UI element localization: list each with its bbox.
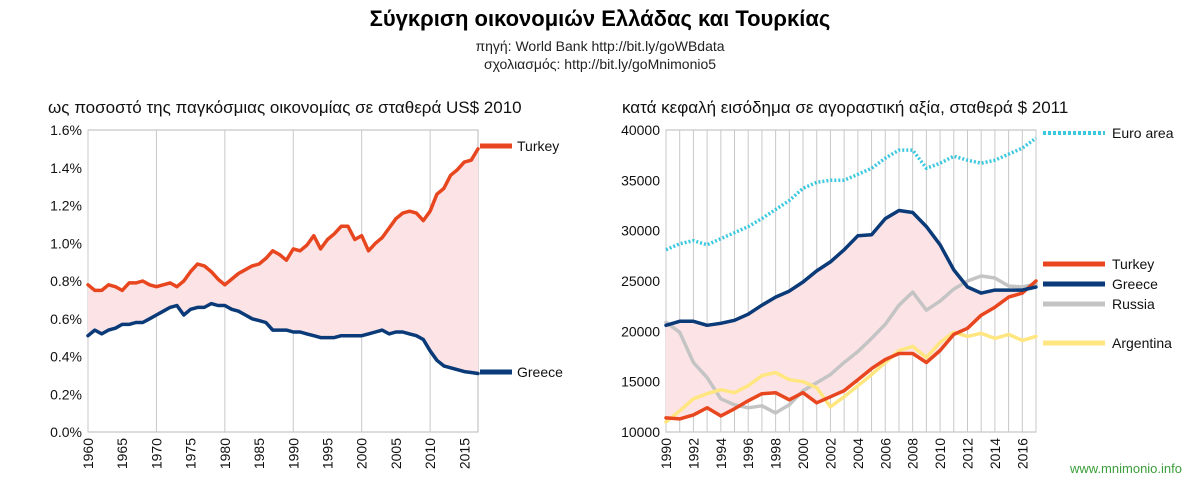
series-line-euro-area <box>665 136 1038 252</box>
x-tick-label: 2002 <box>822 438 838 469</box>
x-tick-label: 2012 <box>959 438 975 469</box>
x-tick-label: 2010 <box>422 438 438 469</box>
y-tick-label: 0.6% <box>50 311 82 327</box>
x-tick-label: 2015 <box>456 438 472 469</box>
y-tick-label: 25000 <box>621 273 660 289</box>
chart-1: 0.0% 0.2% 0.4% 0.6% 0.8% 1.0% 1.2% 1.4% 1.6% 1960… <box>50 122 563 469</box>
x-tick-label: 1985 <box>251 438 267 469</box>
x-tick-label: 1965 <box>114 438 130 469</box>
legend-label-greece: Greece <box>517 364 563 380</box>
gap-fill-area <box>666 210 1036 419</box>
gap-fill-area <box>88 148 478 374</box>
y-tick-label: 30000 <box>621 223 660 239</box>
x-tick-label: 1960 <box>80 438 96 469</box>
y-tick-label: 0.4% <box>50 349 82 365</box>
x-tick-label: 2000 <box>354 438 370 469</box>
x-tick-label: 1970 <box>148 438 164 469</box>
y-tick-label: 15000 <box>621 374 660 390</box>
y-tick-label: 20000 <box>621 323 660 339</box>
x-tick-label: 2016 <box>1014 438 1030 469</box>
right-chart-title: κατά κεφαλή εισόδημα σε αγοραστική αξία,… <box>622 98 1069 117</box>
watermark: www.mnimonio.info <box>1070 461 1182 476</box>
series-line-greece <box>86 301 480 376</box>
y-tick-label: 1.4% <box>50 160 82 176</box>
series-line-russia <box>664 274 1038 415</box>
legend-label-argentina: Argentina <box>1112 335 1172 351</box>
page-title: Σύγκριση οικονομιών Ελλάδας και Τουρκίας <box>369 6 831 31</box>
x-tick-label: 2014 <box>987 438 1003 469</box>
legend-label-turkey: Turkey <box>517 138 559 154</box>
y-tick-label: 40000 <box>621 122 660 138</box>
x-tick-label: 2000 <box>795 438 811 469</box>
left-chart-title: ως ποσοστό της παγκόσμιας οικονομίας σε … <box>48 98 522 117</box>
x-tick-label: 2008 <box>905 438 921 469</box>
x-tick-label: 1990 <box>658 438 674 469</box>
x-tick-label: 2006 <box>877 438 893 469</box>
x-tick-label: 2005 <box>388 438 404 469</box>
legend-label-turkey: Turkey <box>1112 256 1154 272</box>
y-tick-label: 0.0% <box>50 424 82 440</box>
chart-2: 10000 15000 20000 25000 30000 35000 40000 1990 1… <box>621 122 1174 469</box>
x-tick-label: 1995 <box>319 438 335 469</box>
legend-label-euro-area: Euro area <box>1112 125 1174 141</box>
y-tick-label: 0.2% <box>50 386 82 402</box>
x-tick-label: 1998 <box>768 438 784 469</box>
x-tick-label: 1994 <box>713 438 729 469</box>
series-line-turkey <box>86 147 480 293</box>
y-tick-label: 35000 <box>621 172 660 188</box>
x-tick-label: 1975 <box>183 438 199 469</box>
y-tick-label: 1.0% <box>50 235 82 251</box>
series-line-argentina <box>664 330 1038 424</box>
y-tick-label: 10000 <box>621 424 660 440</box>
x-tick-label: 1980 <box>217 438 233 469</box>
y-tick-label: 1.2% <box>50 198 82 214</box>
x-tick-label: 1990 <box>285 438 301 469</box>
x-tick-label: 1992 <box>685 438 701 469</box>
y-tick-label: 1.6% <box>50 122 82 138</box>
x-tick-label: 2004 <box>850 438 866 469</box>
series-line-greece <box>664 208 1038 328</box>
comments-text: σχολιασμός: http://bit.ly/goMnimonio5 <box>483 56 717 72</box>
x-tick-label: 1996 <box>740 438 756 469</box>
series-line-turkey <box>664 279 1038 421</box>
source-text: πηγή: World Bank http://bit.ly/goWBdata <box>475 38 725 54</box>
x-tick-label: 2010 <box>932 438 948 469</box>
legend-label-greece: Greece <box>1112 276 1158 292</box>
y-tick-label: 0.8% <box>50 273 82 289</box>
legend-label-russia: Russia <box>1112 296 1155 312</box>
